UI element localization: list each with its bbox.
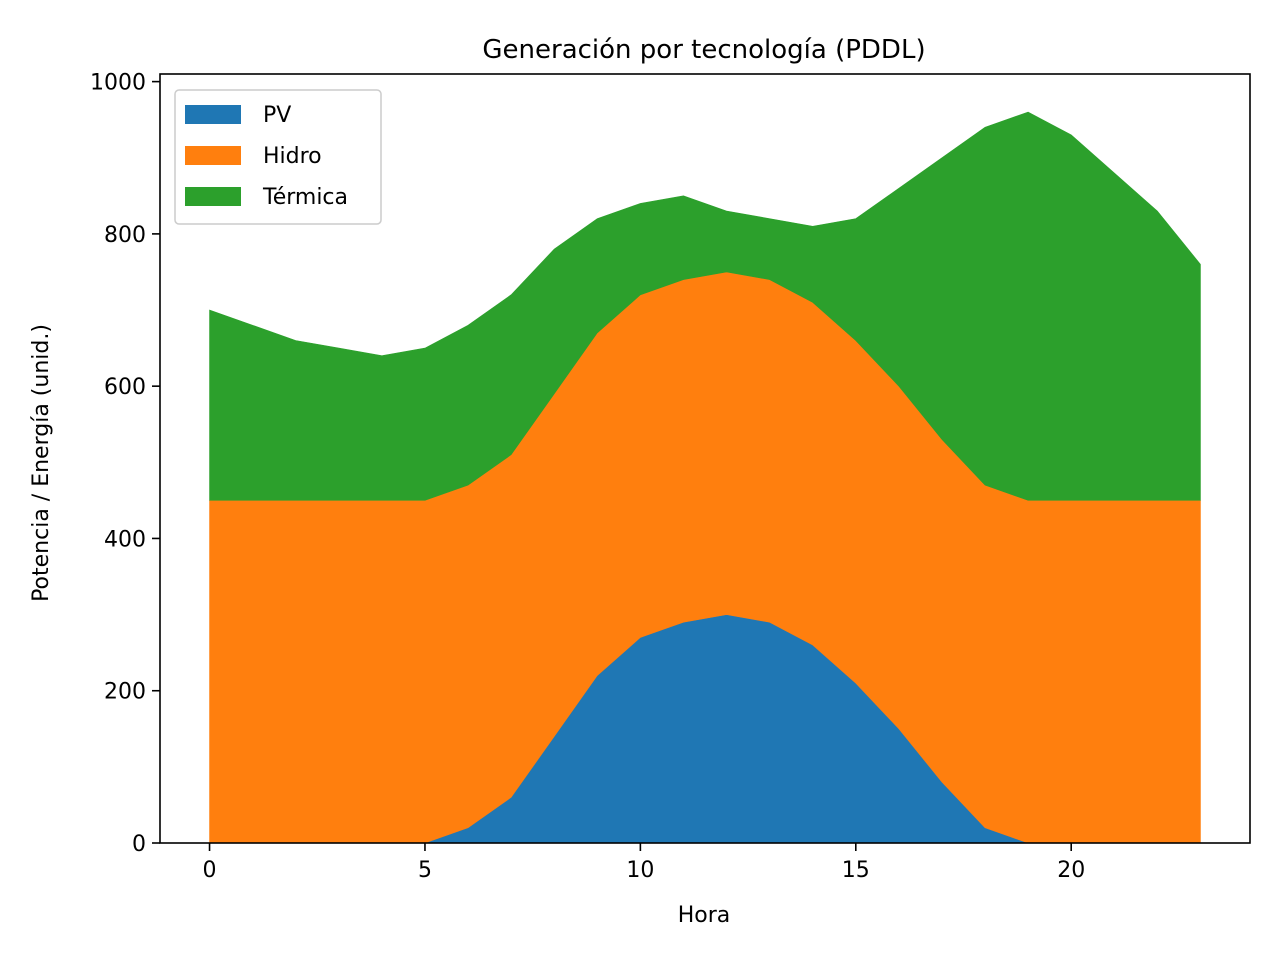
y-tick-label: 1000	[90, 71, 146, 96]
legend-swatch	[185, 146, 241, 165]
y-tick-label: 200	[104, 680, 146, 705]
x-tick-label: 0	[203, 858, 217, 883]
x-tick-label: 10	[626, 858, 654, 883]
x-axis-ticks: 0 5 10 15 20	[203, 843, 1085, 883]
legend: PV Hidro Térmica	[174, 89, 382, 225]
series-areas	[209, 111, 1201, 844]
chart-title: Generación por tecnología (PDDL)	[482, 35, 925, 65]
y-tick-label: 400	[104, 527, 146, 552]
area-series-2	[209, 111, 1201, 501]
legend-label: PV	[263, 103, 291, 128]
x-tick-label: 5	[418, 858, 432, 883]
legend-label: Térmica	[262, 185, 348, 210]
y-tick-label: 800	[104, 223, 146, 248]
x-tick-label: 20	[1057, 858, 1085, 883]
legend-swatch	[185, 105, 241, 124]
plot-frame	[159, 73, 1251, 844]
y-tick-label: 0	[132, 832, 146, 857]
x-axis-label: Hora	[678, 903, 731, 928]
y-tick-label: 600	[104, 375, 146, 400]
legend-swatch	[185, 187, 241, 206]
y-axis-ticks: 0 200 400 600 800 1000	[90, 71, 160, 857]
y-axis-label: Potencia / Energía (unid.)	[29, 324, 54, 602]
legend-label: Hidro	[263, 144, 322, 169]
x-tick-label: 15	[842, 858, 870, 883]
